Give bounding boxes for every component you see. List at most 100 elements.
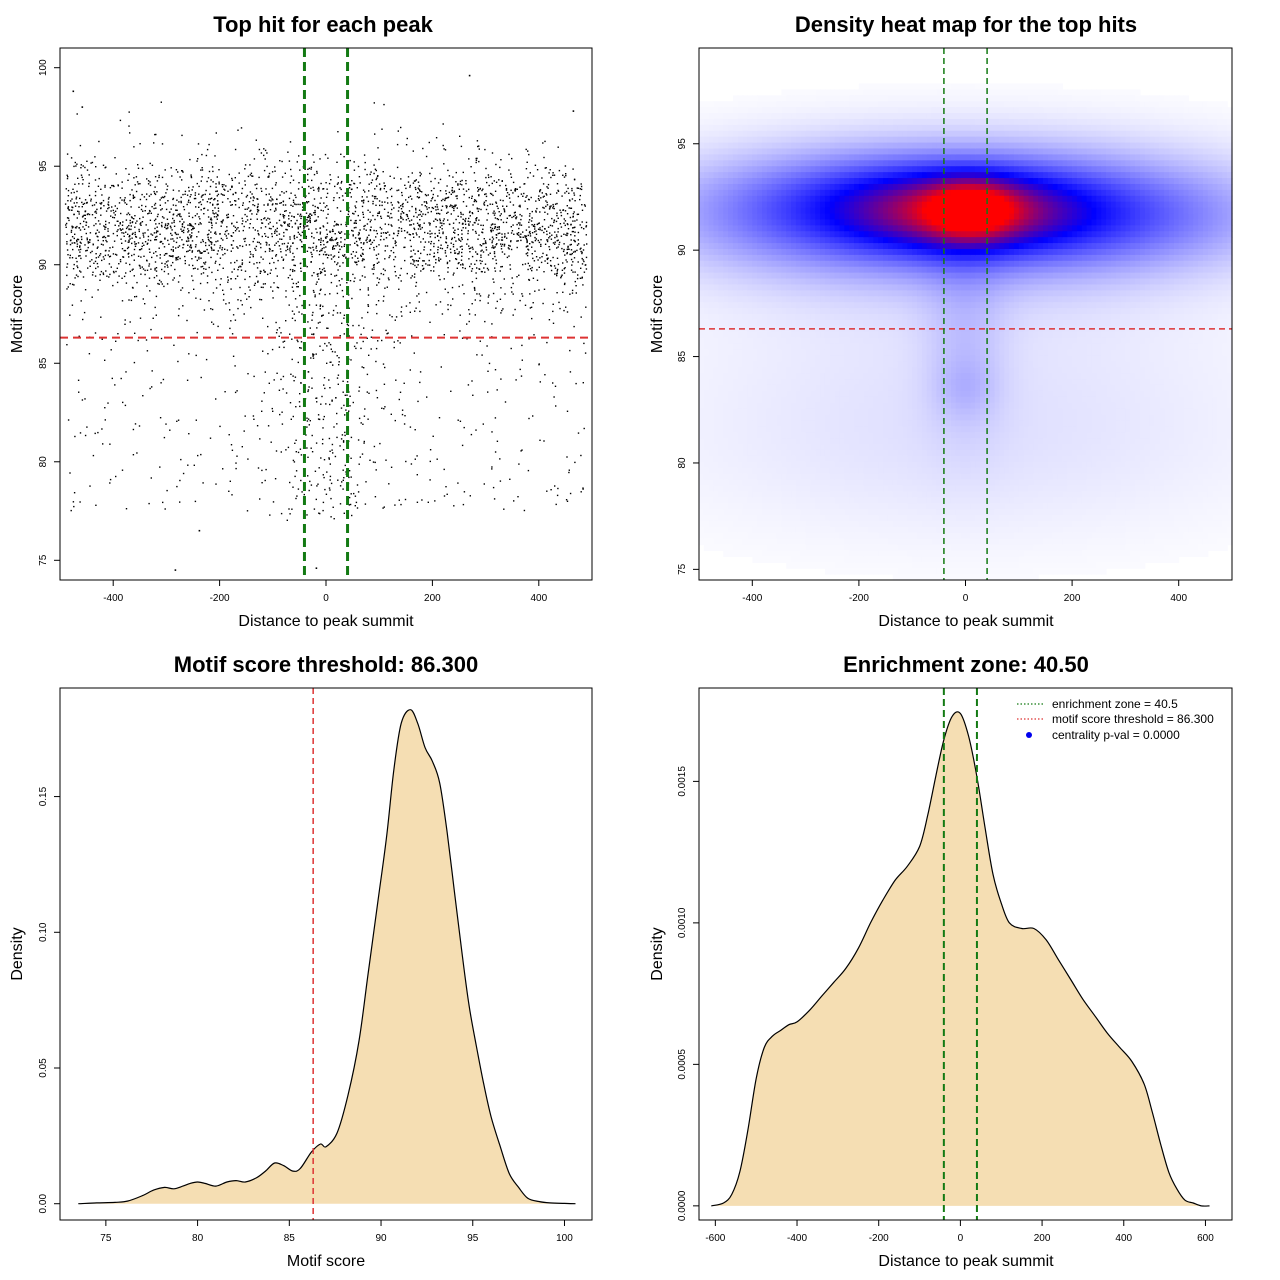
scatter-point bbox=[473, 287, 476, 290]
scatter-point bbox=[82, 226, 84, 228]
heatmap-cell bbox=[747, 290, 753, 297]
scatter-point bbox=[409, 302, 411, 304]
scatter-point bbox=[230, 288, 232, 290]
heatmap-cell bbox=[752, 414, 758, 421]
scatter-point bbox=[330, 497, 332, 500]
scatter-point bbox=[520, 193, 523, 195]
scatter-point bbox=[428, 207, 430, 209]
scatter-point bbox=[510, 240, 512, 243]
scatter-point bbox=[409, 256, 412, 258]
scatter-point bbox=[211, 321, 213, 323]
scatter-point bbox=[563, 272, 566, 274]
scatter-point bbox=[426, 253, 429, 256]
heatmap-cell bbox=[718, 201, 724, 209]
heatmap-cell bbox=[732, 118, 739, 126]
scatter-point bbox=[107, 207, 109, 210]
heatmap-cell bbox=[742, 532, 749, 540]
scatter-point bbox=[524, 183, 526, 185]
scatter-point bbox=[223, 188, 225, 190]
scatter-point bbox=[186, 319, 188, 322]
scatter-point bbox=[415, 188, 417, 191]
scatter-point bbox=[233, 225, 235, 227]
scatter-point bbox=[230, 262, 232, 264]
scatter-point bbox=[264, 271, 266, 273]
heatmap-cell bbox=[718, 491, 724, 498]
scatter-point bbox=[494, 270, 497, 272]
scatter-point bbox=[491, 227, 494, 230]
scatter-point bbox=[336, 263, 338, 266]
heatmap-cell bbox=[737, 243, 744, 250]
heatmap-cell bbox=[742, 130, 749, 138]
scatter-point bbox=[573, 325, 575, 328]
scatter-point bbox=[346, 323, 349, 326]
scatter-point bbox=[134, 184, 136, 186]
scatter-point bbox=[522, 195, 524, 197]
scatter-point bbox=[79, 255, 81, 257]
heatmap-cell bbox=[732, 95, 739, 102]
heatmap-cell bbox=[757, 136, 763, 144]
scatter-point bbox=[453, 272, 455, 274]
scatter-point bbox=[523, 192, 525, 195]
scatter-point bbox=[308, 489, 310, 492]
scatter-point bbox=[287, 277, 290, 279]
scatter-point bbox=[372, 461, 375, 463]
scatter-point bbox=[358, 417, 361, 420]
scatter-point bbox=[120, 212, 122, 215]
scatter-point bbox=[358, 176, 361, 178]
heatmap-cell bbox=[752, 260, 758, 268]
scatter-point bbox=[236, 259, 238, 262]
heatmap-cell bbox=[718, 503, 724, 510]
heatmap-cell bbox=[728, 497, 734, 504]
scatter-point bbox=[311, 434, 313, 437]
scatter-point bbox=[457, 262, 459, 265]
heatmap-cell bbox=[742, 260, 749, 268]
heatmap-cell bbox=[728, 444, 734, 451]
scatter-point bbox=[495, 163, 497, 166]
scatter-point bbox=[545, 167, 547, 169]
scatter-point bbox=[413, 276, 416, 278]
heatmap-cell bbox=[713, 402, 719, 410]
heatmap-cell bbox=[713, 160, 719, 167]
heatmap-cell bbox=[703, 414, 710, 421]
scatter-point bbox=[350, 476, 352, 478]
scatter-point bbox=[222, 289, 224, 291]
heatmap-cell bbox=[737, 349, 744, 356]
scatter-point bbox=[363, 266, 366, 268]
scatter-point bbox=[293, 380, 295, 382]
scatter-point bbox=[425, 155, 428, 158]
heatmap-cell bbox=[747, 396, 753, 404]
scatter-point bbox=[552, 242, 555, 244]
scatter-point bbox=[109, 482, 111, 484]
scatter-point bbox=[67, 189, 70, 192]
scatter-point bbox=[556, 247, 558, 249]
scatter-point bbox=[83, 202, 86, 205]
heatmap-cell bbox=[699, 166, 705, 173]
heatmap-cell bbox=[737, 402, 744, 410]
scatter-point bbox=[167, 239, 169, 242]
scatter-point bbox=[526, 245, 528, 247]
scatter-point bbox=[421, 265, 424, 267]
scatter-point bbox=[314, 213, 316, 216]
scatter-point bbox=[200, 266, 202, 268]
scatter-point bbox=[509, 245, 511, 247]
scatter-point bbox=[326, 205, 328, 207]
scatter-point bbox=[454, 252, 456, 254]
scatter-point bbox=[231, 449, 234, 451]
scatter-point bbox=[426, 396, 428, 398]
scatter-point bbox=[330, 258, 333, 260]
scatter-point bbox=[189, 244, 192, 246]
scatter-point bbox=[134, 231, 136, 234]
scatter-point bbox=[166, 252, 168, 255]
heatmap-cell bbox=[728, 243, 734, 250]
scatter-point bbox=[217, 210, 220, 212]
scatter-point bbox=[375, 169, 377, 172]
scatter-point bbox=[81, 176, 83, 179]
scatter-point bbox=[179, 215, 181, 217]
scatter-point bbox=[452, 246, 455, 248]
scatter-point bbox=[66, 233, 68, 235]
scatter-point bbox=[359, 182, 361, 184]
scatter-point bbox=[139, 217, 141, 220]
scatter-point bbox=[249, 191, 252, 193]
scatter-point bbox=[453, 207, 455, 210]
scatter-point bbox=[517, 222, 520, 224]
